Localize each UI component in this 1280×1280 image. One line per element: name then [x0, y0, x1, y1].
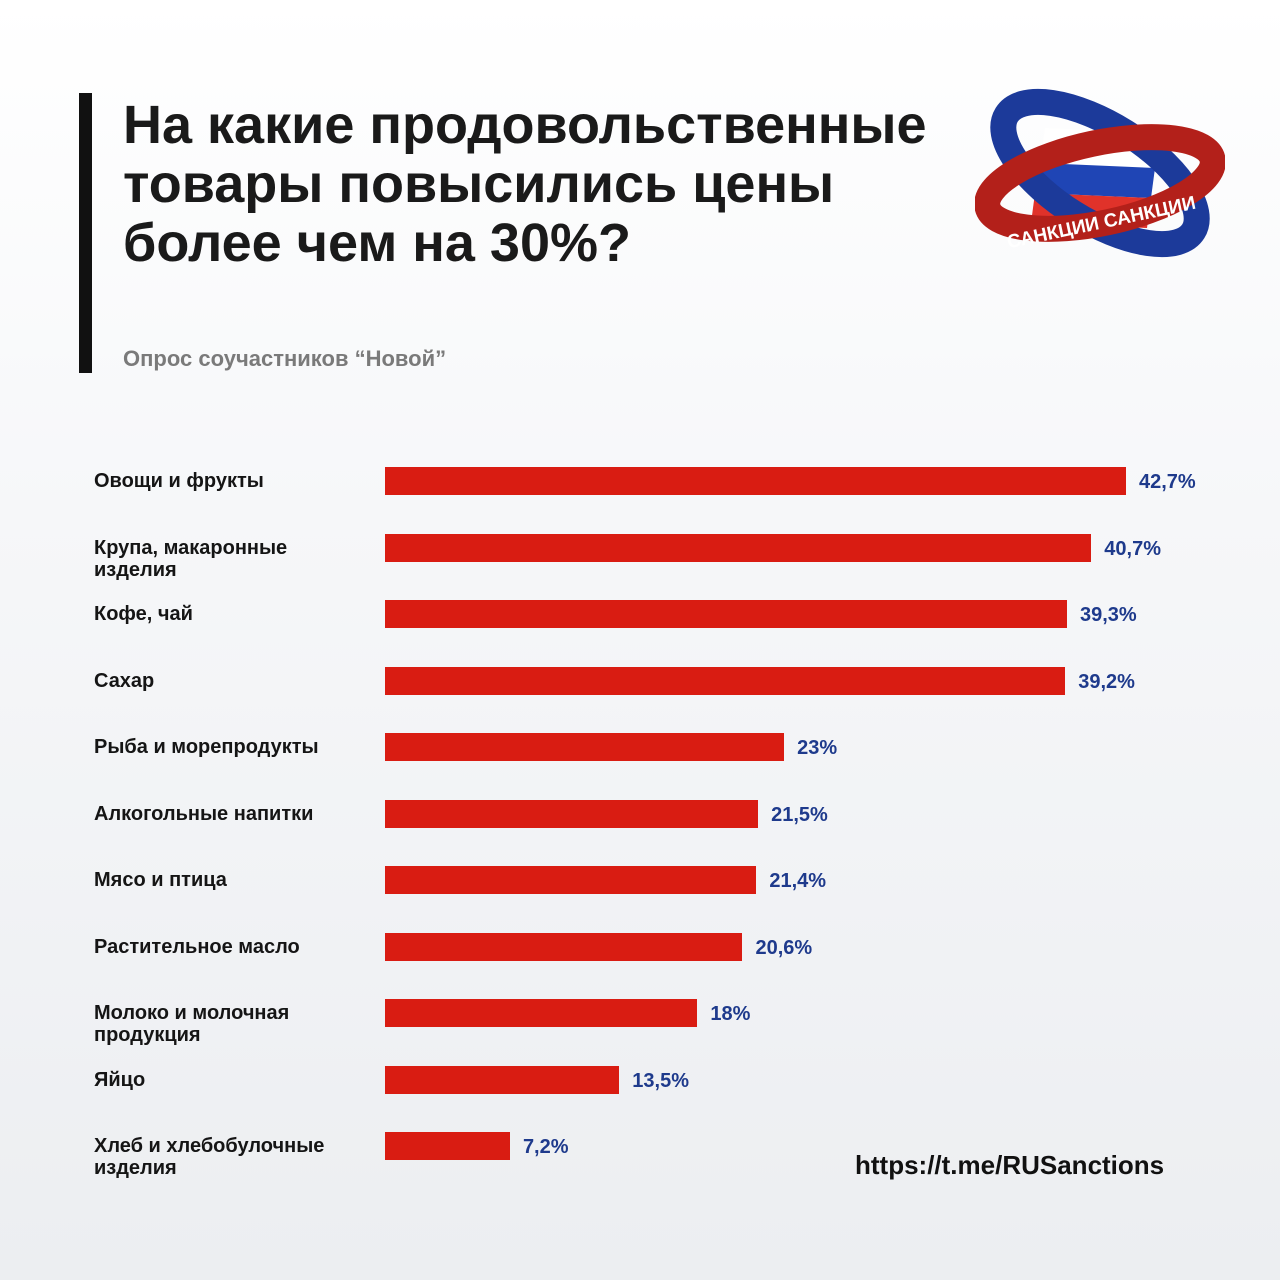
category-label: Мясо и птица — [94, 869, 227, 891]
bar — [385, 1065, 620, 1094]
bar — [385, 733, 785, 761]
category-label: Рыба и морепродукты — [94, 736, 319, 758]
bar — [385, 666, 1066, 695]
value-label: 40,7% — [1104, 537, 1161, 560]
telegram-link[interactable]: https://t.me/RUSanctions — [855, 1150, 1165, 1180]
value-label: 20,6% — [755, 936, 813, 959]
value-label: 18% — [710, 1003, 751, 1025]
category-label: Кофе, чай — [94, 603, 193, 625]
category-label: Сахар — [94, 669, 155, 692]
bar — [385, 533, 1092, 562]
bar — [385, 799, 759, 828]
bar — [385, 600, 1067, 628]
category-label: Растительное масло — [94, 935, 300, 958]
category-label: Хлеб и хлебобулочные изделия — [94, 1135, 325, 1179]
bar — [385, 467, 1126, 495]
category-label: Алкогольные напитки — [94, 802, 314, 825]
page-title: На какие продовольственные товары повыси… — [123, 95, 927, 273]
category-label: Молоко и молочная продукция — [94, 1002, 290, 1046]
value-label: 39,3% — [1079, 604, 1137, 626]
accent-bar — [79, 93, 92, 373]
bar — [385, 932, 743, 961]
category-label: Крупа, макаронные изделия — [94, 536, 288, 581]
value-label: 21,4% — [769, 870, 827, 892]
category-label: Овощи и фрукты — [94, 470, 264, 492]
value-label: 21,5% — [771, 803, 828, 826]
value-label: 42,7% — [1139, 471, 1196, 493]
bar — [385, 1132, 510, 1160]
value-label: 13,5% — [632, 1069, 689, 1092]
value-label: 23% — [797, 737, 838, 759]
category-label: Яйцо — [94, 1068, 146, 1091]
value-label: 39,2% — [1078, 670, 1135, 693]
subtitle: Опрос соучастников “Новой” — [123, 346, 447, 371]
bar — [385, 866, 757, 894]
bar — [385, 999, 698, 1027]
value-label: 7,2% — [522, 1136, 569, 1158]
sanctions-logo: САНКЦИИ САНКЦИИ — [975, 88, 1225, 258]
